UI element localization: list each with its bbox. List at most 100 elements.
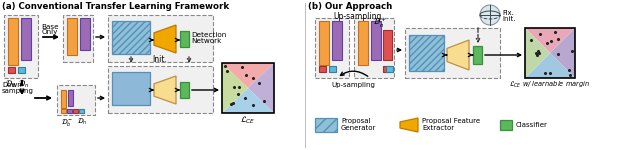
Text: $\mathcal{D}_n^+$: $\mathcal{D}_n^+$ xyxy=(373,16,387,30)
Point xyxy=(532,50,543,52)
Text: Base: Base xyxy=(41,24,59,30)
Point xyxy=(228,101,238,104)
FancyBboxPatch shape xyxy=(73,109,78,113)
Text: $\mathcal{D}_b$: $\mathcal{D}_b$ xyxy=(5,79,17,90)
Point xyxy=(239,96,250,99)
Text: Classifier: Classifier xyxy=(516,122,548,128)
Text: Init.: Init. xyxy=(502,16,515,22)
FancyBboxPatch shape xyxy=(21,18,31,60)
Point xyxy=(553,38,563,40)
Text: $\mathcal{D}_b^-$: $\mathcal{D}_b^-$ xyxy=(61,117,73,128)
Point xyxy=(241,74,251,76)
Polygon shape xyxy=(222,63,274,88)
Point xyxy=(542,42,552,44)
FancyBboxPatch shape xyxy=(315,118,337,132)
Point xyxy=(228,86,239,88)
Point xyxy=(553,53,563,56)
FancyBboxPatch shape xyxy=(18,67,25,73)
Point xyxy=(259,100,269,102)
FancyBboxPatch shape xyxy=(8,18,18,65)
Text: $\mathcal{L}_{CE}$: $\mathcal{L}_{CE}$ xyxy=(240,115,256,126)
FancyBboxPatch shape xyxy=(383,30,392,60)
Text: $\mathcal{D}_n$: $\mathcal{D}_n$ xyxy=(19,79,29,90)
Point xyxy=(531,52,541,55)
Text: Fix.: Fix. xyxy=(502,10,514,16)
Point xyxy=(227,103,237,105)
Text: Up-sampling: Up-sampling xyxy=(334,12,382,21)
FancyBboxPatch shape xyxy=(405,28,500,78)
FancyBboxPatch shape xyxy=(63,15,93,62)
FancyBboxPatch shape xyxy=(67,109,72,113)
FancyBboxPatch shape xyxy=(180,82,189,98)
FancyBboxPatch shape xyxy=(68,90,73,106)
FancyBboxPatch shape xyxy=(383,66,390,72)
FancyBboxPatch shape xyxy=(358,21,368,65)
Polygon shape xyxy=(400,118,418,132)
Point xyxy=(234,86,244,88)
Point xyxy=(564,74,575,76)
Point xyxy=(221,70,232,72)
FancyBboxPatch shape xyxy=(473,46,482,64)
Polygon shape xyxy=(447,40,469,70)
FancyBboxPatch shape xyxy=(315,18,349,78)
Polygon shape xyxy=(525,28,550,78)
Polygon shape xyxy=(222,88,274,113)
FancyBboxPatch shape xyxy=(4,15,38,78)
FancyBboxPatch shape xyxy=(332,21,342,60)
FancyBboxPatch shape xyxy=(112,21,150,54)
Polygon shape xyxy=(525,53,575,78)
Circle shape xyxy=(480,5,500,25)
FancyBboxPatch shape xyxy=(354,18,394,78)
FancyBboxPatch shape xyxy=(409,35,444,71)
FancyBboxPatch shape xyxy=(386,66,393,72)
Text: Proposal Feature
Extractor: Proposal Feature Extractor xyxy=(422,118,480,132)
Text: Down-: Down- xyxy=(2,82,24,88)
Text: $\mathcal{D}_n$: $\mathcal{D}_n$ xyxy=(77,117,87,127)
FancyBboxPatch shape xyxy=(80,18,90,50)
Point xyxy=(525,39,536,41)
Point xyxy=(550,31,560,33)
Point xyxy=(540,72,550,74)
FancyBboxPatch shape xyxy=(61,90,66,108)
Polygon shape xyxy=(154,76,176,104)
FancyBboxPatch shape xyxy=(108,66,213,113)
Text: sampling: sampling xyxy=(2,88,34,94)
Text: (b) Our Approach: (b) Our Approach xyxy=(308,2,392,11)
Point xyxy=(532,54,542,56)
FancyBboxPatch shape xyxy=(180,31,189,47)
Point xyxy=(254,82,264,85)
Polygon shape xyxy=(525,28,575,53)
Polygon shape xyxy=(154,25,176,53)
FancyBboxPatch shape xyxy=(61,109,66,113)
Text: Init.: Init. xyxy=(152,56,168,64)
FancyBboxPatch shape xyxy=(112,72,150,105)
Text: Proposal
Generator: Proposal Generator xyxy=(341,118,376,132)
Point xyxy=(248,103,259,106)
FancyBboxPatch shape xyxy=(67,18,77,55)
Point xyxy=(248,77,258,80)
FancyBboxPatch shape xyxy=(500,120,512,130)
Text: Detection: Detection xyxy=(191,32,227,38)
Polygon shape xyxy=(550,28,575,78)
FancyBboxPatch shape xyxy=(329,66,336,72)
Polygon shape xyxy=(222,63,248,113)
Point xyxy=(545,72,555,74)
FancyBboxPatch shape xyxy=(57,85,95,115)
Text: $\mathcal{L}_{CE}$ w/ learnable margin: $\mathcal{L}_{CE}$ w/ learnable margin xyxy=(509,80,591,90)
Point xyxy=(535,33,545,35)
Text: Network: Network xyxy=(191,38,221,44)
Point xyxy=(567,50,577,52)
Point xyxy=(546,40,556,43)
FancyBboxPatch shape xyxy=(108,15,213,62)
FancyBboxPatch shape xyxy=(79,109,84,113)
FancyBboxPatch shape xyxy=(8,67,15,73)
Point xyxy=(237,66,247,68)
FancyBboxPatch shape xyxy=(319,66,326,72)
Point xyxy=(233,93,243,95)
Point xyxy=(534,52,545,54)
Point xyxy=(564,69,574,71)
Point xyxy=(220,65,230,68)
Text: Only: Only xyxy=(42,29,58,35)
Polygon shape xyxy=(248,63,274,113)
Text: Up-sampling: Up-sampling xyxy=(331,82,375,88)
